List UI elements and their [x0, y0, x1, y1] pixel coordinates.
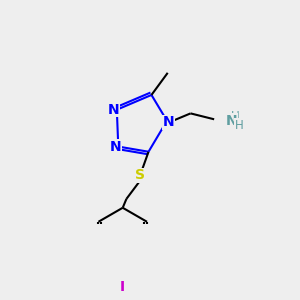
Text: N: N	[163, 115, 174, 129]
Text: H: H	[235, 119, 244, 132]
Text: S: S	[135, 168, 145, 182]
Text: N: N	[225, 114, 237, 128]
Text: N: N	[108, 103, 120, 117]
Text: N: N	[110, 140, 121, 154]
Text: H: H	[230, 110, 239, 123]
Text: I: I	[120, 280, 125, 294]
